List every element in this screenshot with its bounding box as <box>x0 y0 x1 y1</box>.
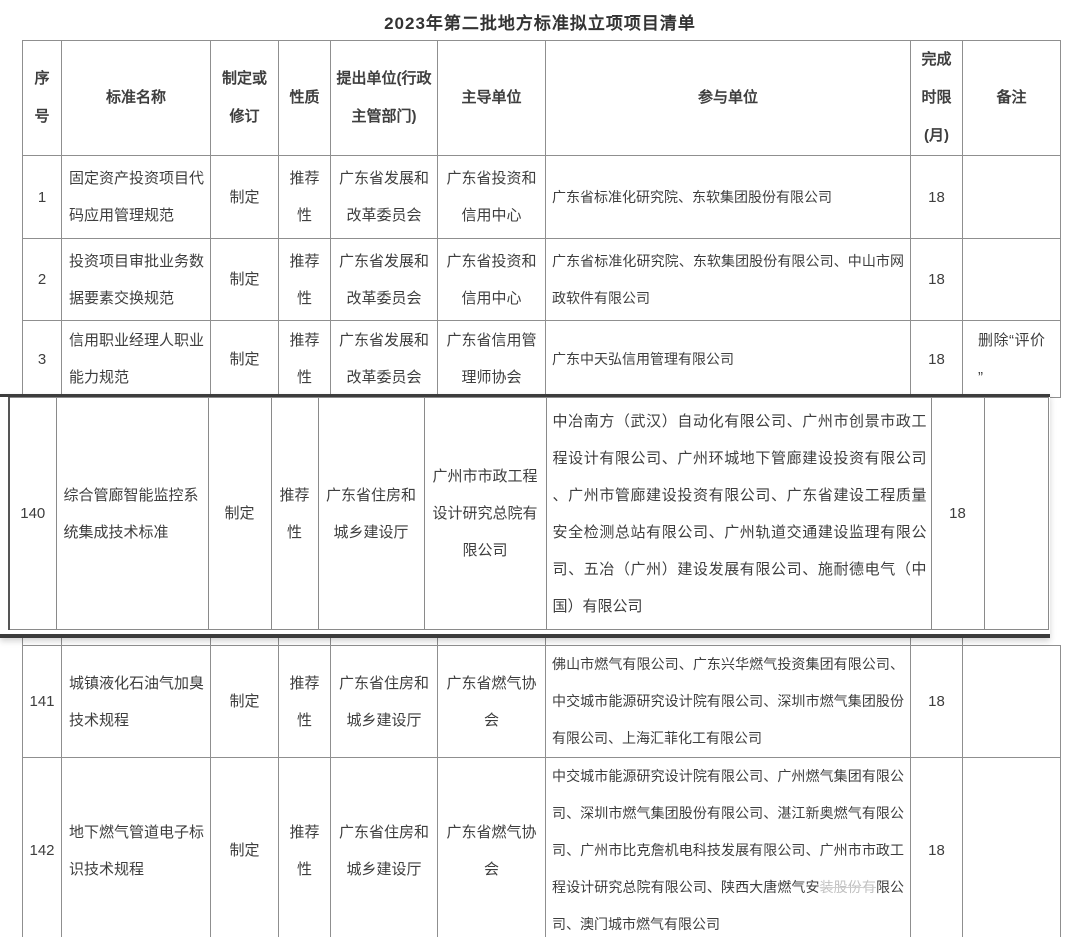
cell-participants: 中冶南方（武汉）自动化有限公司、广州市创景市政工程设计有限公司、广州环城地下管廊… <box>545 397 932 630</box>
magnified-row-overlay: 140 综合管廊智能监控系统集成技术标准 制定 推荐性 广东省住房和城乡建设厅 … <box>0 394 1050 638</box>
cell-standard-name: 综合管廊智能监控系统集成技术标准 <box>55 397 209 630</box>
cell-deadline: 18 <box>910 238 963 321</box>
cell-participants: 广东省标准化研究院、东软集团股份有限公司、中山市网政软件有限公司 <box>545 238 911 321</box>
header-cell-no: 序 号 <box>22 40 62 156</box>
cell-participants: 中交城市能源研究设计院有限公司、广州燃气集团有限公司、深圳市燃气集团股份有限公司… <box>545 757 911 937</box>
cell-proposer: 广东省发展和改革委员会 <box>330 320 438 398</box>
cell-participants: 广东中天弘信用管理有限公司 <box>545 320 911 398</box>
cell-remark <box>962 757 1061 937</box>
cell-type: 制定 <box>210 645 279 758</box>
cell-type: 制定 <box>210 155 279 239</box>
cell-standard-name: 信用职业经理人职业能力规范 <box>61 320 211 398</box>
cell-type: 制定 <box>210 320 279 398</box>
header-cell-nature: 性质 <box>278 40 331 156</box>
cell-standard-name: 投资项目审批业务数据要素交换规范 <box>61 238 211 321</box>
participants-text: 中交城市能源研究设计院有限公司、广州燃气集团有限公司、深圳市燃气集团股份有限公司… <box>552 768 904 895</box>
cell-deadline: 18 <box>930 397 985 630</box>
table-row-2: 2 投资项目审批业务数据要素交换规范 制定 推荐性 广东省发展和改革委员会 广东… <box>22 238 1061 321</box>
table-row-1: 1 固定资产投资项目代码应用管理规范 制定 推荐性 广东省发展和改革委员会 广东… <box>22 155 1061 239</box>
table-row-141: 141 城镇液化石油气加臭技术规程 制定 推荐性 广东省住房和城乡建设厅 广东省… <box>22 645 1061 758</box>
cell-standard-name: 固定资产投资项目代码应用管理规范 <box>61 155 211 239</box>
cell-deadline: 18 <box>910 645 963 758</box>
cell-remark <box>962 645 1061 758</box>
cell-no: 141 <box>22 645 62 758</box>
cell-no: 142 <box>22 757 62 937</box>
cell-leader: 广东省信用管理师协会 <box>437 320 546 398</box>
participants-text: 限公司、澳门城市燃气有限公司 <box>552 879 905 932</box>
header-cell-standard-name: 标准名称 <box>61 40 211 156</box>
cell-standard-name: 地下燃气管道电子标识技术规程 <box>61 757 211 937</box>
header-cell-leader: 主导单位 <box>437 40 546 156</box>
cell-participants: 佛山市燃气有限公司、广东兴华燃气投资集团有限公司、中交城市能源研究设计院有限公司… <box>545 645 911 758</box>
cell-type: 制定 <box>207 397 272 630</box>
overlay-row-table: 140 综合管廊智能监控系统集成技术标准 制定 推荐性 广东省住房和城乡建设厅 … <box>8 397 1049 630</box>
cell-leader: 广东省燃气协会 <box>437 645 546 758</box>
table-row-142: 142 地下燃气管道电子标识技术规程 制定 推荐性 广东省住房和城乡建设厅 广东… <box>22 757 1061 937</box>
cell-no: 1 <box>22 155 62 239</box>
cell-nature: 推荐性 <box>270 397 319 630</box>
cell-standard-name: 城镇液化石油气加臭技术规程 <box>61 645 211 758</box>
header-cell-deadline: 完成 时限 (月) <box>910 40 963 156</box>
cell-no: 140 <box>8 397 57 630</box>
cell-nature: 推荐性 <box>278 757 331 937</box>
cell-leader: 广东省投资和信用中心 <box>437 238 546 321</box>
cell-leader: 广州市市政工程设计研究总院有限公司 <box>423 397 547 630</box>
table-row-3: 3 信用职业经理人职业能力规范 制定 推荐性 广东省发展和改革委员会 广东省信用… <box>22 320 1061 398</box>
cell-no: 2 <box>22 238 62 321</box>
cell-nature: 推荐性 <box>278 645 331 758</box>
cell-leader: 广东省投资和信用中心 <box>437 155 546 239</box>
cell-remark <box>983 397 1049 630</box>
cell-deadline: 18 <box>910 757 963 937</box>
cell-nature: 推荐性 <box>278 320 331 398</box>
header-cell-participants: 参与单位 <box>545 40 911 156</box>
smudged-text: 装股份有 <box>819 879 876 895</box>
cell-proposer: 广东省住房和城乡建设厅 <box>330 645 438 758</box>
table-row-140: 140 综合管廊智能监控系统集成技术标准 制定 推荐性 广东省住房和城乡建设厅 … <box>8 397 1049 630</box>
cell-deadline: 18 <box>910 155 963 239</box>
cell-remark <box>962 155 1061 239</box>
cell-nature: 推荐性 <box>278 238 331 321</box>
cell-proposer: 广东省住房和城乡建设厅 <box>317 397 425 630</box>
cell-leader: 广东省燃气协会 <box>437 757 546 937</box>
header-cell-type: 制定或 修订 <box>210 40 279 156</box>
cell-type: 制定 <box>210 757 279 937</box>
cell-deadline: 18 <box>910 320 963 398</box>
page-title: 2023年第二批地方标准拟立项项目清单 <box>384 14 696 33</box>
cell-no: 3 <box>22 320 62 398</box>
cell-type: 制定 <box>210 238 279 321</box>
header-row: 序 号 标准名称 制定或 修订 性质 提出单位(行政 主管部门) 主导单位 参与… <box>22 40 1061 156</box>
cell-proposer: 广东省发展和改革委员会 <box>330 238 438 321</box>
cell-remark: 删除“评价” <box>962 320 1061 398</box>
cell-proposer: 广东省住房和城乡建设厅 <box>330 757 438 937</box>
header-cell-proposer: 提出单位(行政 主管部门) <box>330 40 438 156</box>
cell-proposer: 广东省发展和改革委员会 <box>330 155 438 239</box>
cell-nature: 推荐性 <box>278 155 331 239</box>
cell-participants: 广东省标准化研究院、东软集团股份有限公司 <box>545 155 911 239</box>
cell-remark <box>962 238 1061 321</box>
header-cell-remark: 备注 <box>962 40 1061 156</box>
